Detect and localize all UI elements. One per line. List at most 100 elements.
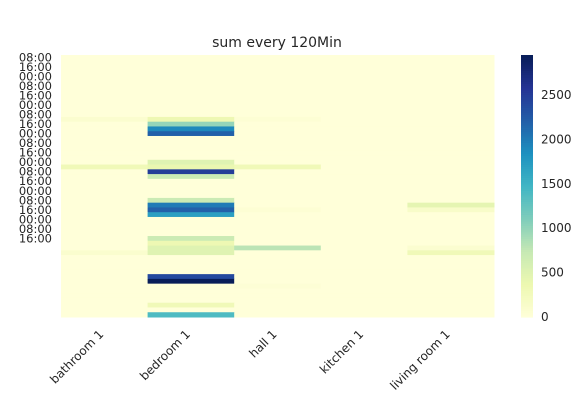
y-tick-label: 00:00	[19, 184, 52, 198]
colorbar-segment	[521, 251, 533, 255]
heatmap-cell	[320, 174, 408, 180]
heatmap-cell	[147, 97, 235, 104]
colorbar-segment	[521, 170, 533, 174]
heatmap-cell	[61, 164, 149, 170]
heatmap-cell	[234, 131, 322, 137]
heatmap-cell	[320, 269, 408, 275]
heatmap-cell	[61, 278, 149, 285]
heatmap-cell	[234, 69, 322, 75]
y-tick-labels: 08:0016:0000:0008:0016:0000:0008:0016:00…	[19, 50, 52, 245]
colorbar-segment	[521, 151, 533, 154]
heatmap-cell	[320, 293, 408, 299]
heatmap-cell	[234, 288, 322, 294]
heatmap-cell	[61, 245, 149, 251]
heatmap-cells	[61, 55, 495, 318]
y-tick-label: 00:00	[19, 69, 52, 83]
heatmap-cell	[147, 74, 235, 80]
heatmap-cell	[61, 159, 149, 166]
heatmap-cell	[320, 226, 408, 232]
heatmap-cell	[407, 55, 495, 61]
heatmap-cell	[61, 131, 149, 137]
heatmap-cell	[147, 93, 235, 99]
heatmap-cell	[61, 226, 149, 232]
colorbar-segment	[521, 290, 533, 294]
heatmap-cell	[320, 121, 408, 127]
colorbar-segment	[521, 297, 533, 301]
heatmap-cell	[234, 297, 322, 304]
x-tick-labels: bathroom 1 bedroom 1 hall 1 kitchen 1 living…	[47, 327, 453, 393]
heatmap-cell	[407, 188, 495, 194]
heatmap-cell	[234, 221, 322, 227]
heatmap-cell	[234, 226, 322, 232]
heatmap-cell	[61, 259, 149, 266]
colorbar-segment	[521, 146, 533, 150]
heatmap-cell	[61, 83, 149, 89]
heatmap-cell	[407, 274, 495, 280]
heatmap-cell	[407, 183, 495, 189]
heatmap-cell	[234, 107, 322, 113]
heatmap-cell	[61, 202, 149, 208]
heatmap-cell	[234, 155, 322, 161]
heatmap-cell	[407, 178, 495, 185]
colorbar-segment	[521, 111, 533, 115]
heatmap-cell	[407, 102, 495, 108]
heatmap-cell	[61, 216, 149, 223]
colorbar-segment	[521, 105, 533, 108]
heatmap-cell	[320, 116, 408, 123]
heatmap-cell	[61, 64, 149, 70]
colorbar-segment	[521, 190, 533, 194]
heatmap-cell	[147, 116, 235, 123]
heatmap-cell	[407, 135, 495, 142]
colorbar-segment	[521, 268, 533, 272]
heatmap-cell	[147, 259, 235, 266]
heatmap-cell	[407, 59, 495, 66]
heatmap-cell	[407, 88, 495, 94]
heatmap-cell	[320, 307, 408, 313]
heatmap-cell	[320, 288, 408, 294]
colorbar-segment	[521, 98, 533, 102]
heatmap-cell	[407, 69, 495, 75]
colorbar-segment	[521, 124, 533, 128]
x-tick-label: bedroom 1	[137, 327, 193, 383]
heatmap-cell	[61, 293, 149, 299]
heatmap-cell	[320, 274, 408, 280]
heatmap-cell	[147, 150, 235, 156]
heatmap-cell	[234, 121, 322, 127]
heatmap-cell	[234, 212, 322, 218]
colorbar-segment	[521, 279, 533, 283]
y-tick-label: 16:00	[19, 117, 52, 131]
heatmap-cell	[234, 207, 322, 213]
heatmap-cell	[407, 231, 495, 237]
colorbar-segment	[521, 258, 533, 261]
colorbar-segment	[521, 273, 533, 277]
heatmap-cell	[234, 264, 322, 270]
colorbar-segment	[521, 223, 533, 226]
colorbar-segment	[521, 55, 533, 58]
heatmap-cell	[147, 250, 235, 256]
colorbar-segment	[521, 295, 533, 298]
heatmap-cell	[320, 155, 408, 161]
heatmap-cell	[407, 131, 495, 137]
colorbar-segment	[521, 76, 533, 80]
heatmap-cell	[320, 69, 408, 75]
y-tick-label: 16:00	[19, 89, 52, 103]
heatmap-cell	[234, 112, 322, 118]
colorbar-segment	[521, 225, 533, 229]
heatmap-cell	[320, 107, 408, 113]
y-tick-label: 00:00	[19, 212, 52, 226]
heatmap-cell	[61, 126, 149, 132]
heatmap-cell	[234, 202, 322, 208]
heatmap-cell	[61, 236, 149, 242]
heatmap-cell	[234, 102, 322, 108]
colorbar-segment	[521, 120, 533, 124]
heatmap-cell	[147, 202, 235, 208]
heatmap-cell	[147, 236, 235, 242]
heatmap-cell	[407, 221, 495, 227]
heatmap-cell	[407, 193, 495, 199]
colorbar-segment	[521, 286, 533, 290]
colorbar-segment	[521, 288, 533, 292]
colorbar-segment	[521, 238, 533, 242]
colorbar-segment	[521, 192, 533, 196]
colorbar-segment	[521, 122, 533, 126]
heatmap-cell	[407, 250, 495, 256]
